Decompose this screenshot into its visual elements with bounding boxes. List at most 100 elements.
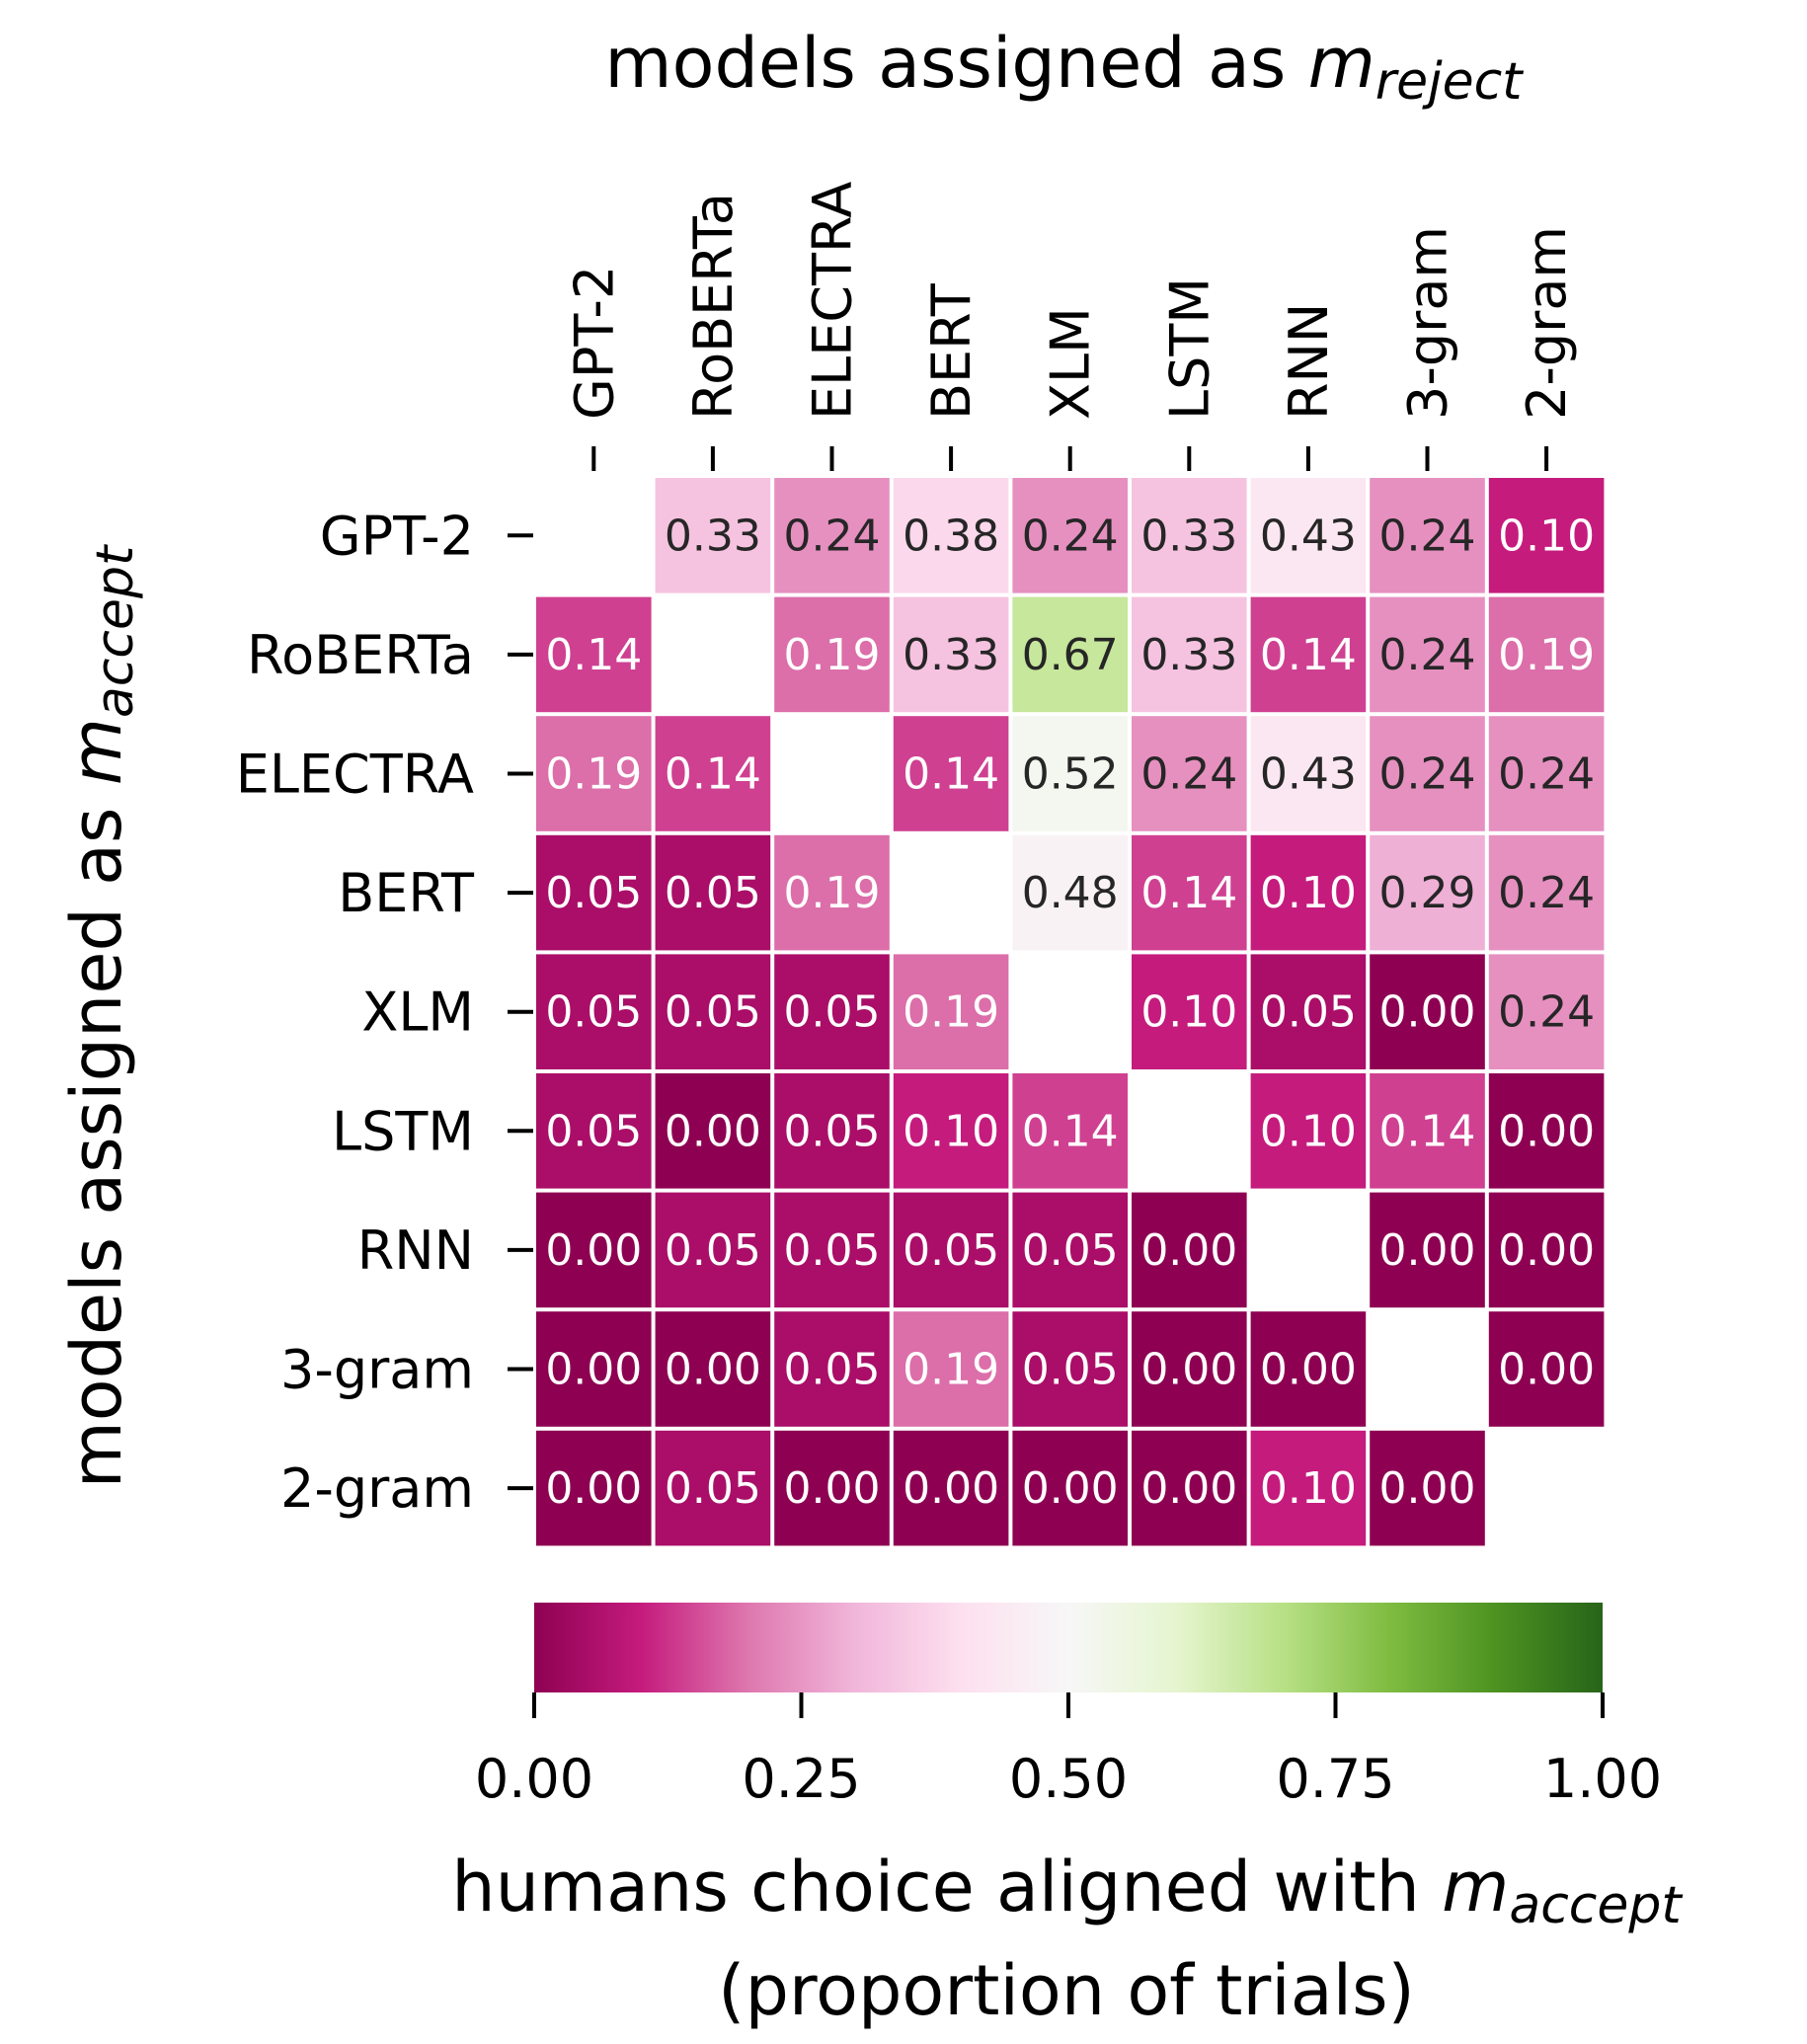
colorbar-ticks: 0.00 0.25 0.50 0.75 1.00: [475, 1692, 1662, 1810]
cell-value-label: 0.19: [784, 868, 881, 918]
heatmap-cell: [1250, 834, 1367, 951]
heatmap-cell: [655, 1430, 771, 1546]
heatmap-cell: [1132, 1430, 1247, 1546]
heatmap-cell: [1132, 478, 1247, 593]
cell-value-label: 0.14: [665, 749, 761, 800]
cell-value-label: 0.05: [1022, 1225, 1119, 1276]
heatmap-cell: [655, 1192, 771, 1308]
cell-value-label: 0.10: [1260, 868, 1357, 918]
cell-value-label: 0.00: [1498, 1106, 1595, 1156]
y-tick-label: BERT: [338, 862, 475, 924]
heatmap-cell: [655, 716, 771, 831]
y-tick-label: 2-gram: [280, 1457, 474, 1520]
cell-value-label: 0.33: [1140, 630, 1237, 680]
heatmap-cell: [1488, 596, 1605, 713]
heatmap-cell: [1488, 834, 1605, 951]
cell-value-label: 0.05: [784, 1106, 881, 1156]
cell-value-label: 0.14: [1260, 630, 1357, 680]
heatmap-cell: [774, 1311, 890, 1427]
cell-value-label: 0.24: [1140, 749, 1237, 800]
colorbar-label-line1: humans choice aligned with maccept: [451, 1847, 1683, 1935]
heatmap-cell: [1012, 834, 1128, 951]
heatmap-cell: [1488, 954, 1605, 1069]
cell-value-label: 0.00: [545, 1345, 642, 1395]
x-tick-label: RoBERTa: [682, 193, 745, 420]
cell-value-label: 0.24: [1498, 868, 1595, 918]
x-tick-label: 2-gram: [1516, 226, 1578, 420]
heatmap-cell: [536, 1311, 652, 1427]
cell-value-label: 0.24: [1379, 630, 1476, 680]
cell-value-label: 0.00: [1379, 1463, 1476, 1514]
heatmap-cell: [1132, 1192, 1247, 1308]
cell-value-label: 0.00: [1498, 1225, 1595, 1276]
cell-value-label: 0.05: [784, 987, 881, 1038]
heatmap-cell: [1488, 1073, 1605, 1189]
heatmap-cell: [536, 716, 652, 831]
x-tick-label: RNN: [1278, 303, 1340, 420]
heatmap-cell: [655, 954, 771, 1069]
y-tick-label: RNN: [357, 1219, 474, 1282]
chart-title: models assigned as mreject: [604, 23, 1524, 112]
heatmap-cell: [1370, 954, 1485, 1069]
heatmap-cell: [893, 1192, 1009, 1308]
heatmap-cell: [536, 1073, 652, 1189]
cell-value-label: 0.19: [545, 749, 642, 800]
cell-value-label: 0.05: [1022, 1345, 1119, 1395]
heatmap-cell: [536, 834, 652, 951]
heatmap-cell: [536, 954, 652, 1069]
cell-value-label: 0.33: [665, 511, 761, 561]
heatmap-cell: [1488, 1311, 1605, 1427]
cell-value-label: 0.29: [1379, 868, 1476, 918]
heatmap-cells: 0.33 0.24 0.38 0.24 0.33 0.43 0.24 0.10 0.14 0.19…: [536, 478, 1605, 1546]
cell-value-label: 0.14: [545, 630, 642, 680]
cell-value-label: 0.67: [1022, 630, 1119, 680]
heatmap-cell: [1370, 596, 1485, 713]
cell-value-label: 0.14: [1022, 1106, 1119, 1156]
x-tick-label: GPT-2: [563, 266, 625, 420]
heatmap-cell: [1132, 834, 1247, 951]
cell-value-label: 0.00: [1379, 987, 1476, 1038]
cell-value-label: 0.10: [1260, 1463, 1357, 1514]
y-tick-label: LSTM: [332, 1100, 474, 1162]
cell-value-label: 0.05: [903, 1225, 999, 1276]
heatmap-cell: [536, 596, 652, 713]
heatmap-cell: [1012, 478, 1128, 593]
y-tick-label: ELECTRA: [236, 744, 474, 806]
heatmap-cell: [1132, 596, 1247, 713]
heatmap-cell: [1488, 1192, 1605, 1308]
cell-value-label: 0.24: [1379, 749, 1476, 800]
heatmap-cell: [1132, 1311, 1247, 1427]
cell-value-label: 0.00: [545, 1463, 642, 1514]
heatmap-cell: [1370, 834, 1485, 951]
cell-value-label: 0.43: [1260, 749, 1357, 800]
heatmap-cell: [1250, 716, 1367, 831]
x-tick-label: BERT: [920, 282, 982, 420]
heatmap-cell: [893, 1311, 1009, 1427]
x-tick-label: LSTM: [1158, 277, 1220, 420]
heatmap-cell: [1370, 478, 1485, 593]
colorbar-tick-label: 0.50: [1009, 1748, 1128, 1810]
cell-value-label: 0.43: [1260, 511, 1357, 561]
cell-value-label: 0.05: [1260, 987, 1357, 1038]
heatmap-cell: [1250, 1430, 1367, 1546]
cell-value-label: 0.19: [903, 1345, 999, 1395]
y-axis-label: models assigned as maccept: [56, 544, 145, 1488]
cell-value-label: 0.05: [784, 1345, 881, 1395]
heatmap-cell: [1012, 1073, 1128, 1189]
y-tick-label: XLM: [361, 982, 474, 1044]
heatmap-cell: [536, 1192, 652, 1308]
heatmap-cell: [774, 954, 890, 1069]
heatmap-cell: [1012, 1430, 1128, 1546]
cell-value-label: 0.19: [784, 630, 881, 680]
colorbar-tick-label: 1.00: [1543, 1748, 1662, 1810]
cell-value-label: 0.24: [1022, 511, 1119, 561]
heatmap-cell: [536, 1430, 652, 1546]
cell-value-label: 0.00: [1260, 1345, 1357, 1395]
cell-value-label: 0.10: [1260, 1106, 1357, 1156]
cell-value-label: 0.00: [1022, 1463, 1119, 1514]
cell-value-label: 0.10: [903, 1106, 999, 1156]
cell-value-label: 0.00: [1140, 1463, 1237, 1514]
heatmap-cell: [1012, 1192, 1128, 1308]
cell-value-label: 0.05: [545, 1106, 642, 1156]
